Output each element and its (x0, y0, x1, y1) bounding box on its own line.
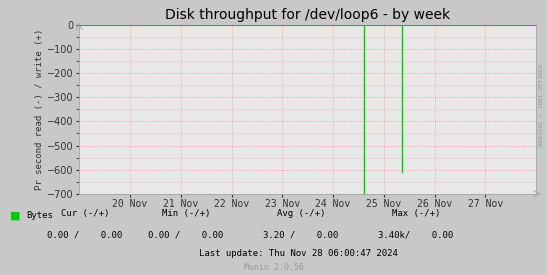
Text: Cur (-/+): Cur (-/+) (61, 209, 109, 218)
Text: Max (-/+): Max (-/+) (392, 209, 440, 218)
Title: Disk throughput for /dev/loop6 - by week: Disk throughput for /dev/loop6 - by week (165, 8, 450, 22)
Text: 3.40k/    0.00: 3.40k/ 0.00 (378, 231, 453, 240)
Text: Avg (-/+): Avg (-/+) (277, 209, 325, 218)
Text: RRDTOOL / TOBI OETIKER: RRDTOOL / TOBI OETIKER (538, 63, 543, 146)
Text: Last update: Thu Nov 28 06:00:47 2024: Last update: Thu Nov 28 06:00:47 2024 (199, 249, 398, 258)
Text: 3.20 /    0.00: 3.20 / 0.00 (263, 231, 339, 240)
Text: Munin 2.0.56: Munin 2.0.56 (243, 263, 304, 272)
Text: Bytes: Bytes (26, 211, 53, 220)
Text: 0.00 /    0.00: 0.00 / 0.00 (148, 231, 224, 240)
Text: ■: ■ (10, 211, 20, 221)
Text: Min (-/+): Min (-/+) (162, 209, 210, 218)
Text: 0.00 /    0.00: 0.00 / 0.00 (47, 231, 123, 240)
Y-axis label: Pr second read (-) / write (+): Pr second read (-) / write (+) (36, 29, 44, 190)
